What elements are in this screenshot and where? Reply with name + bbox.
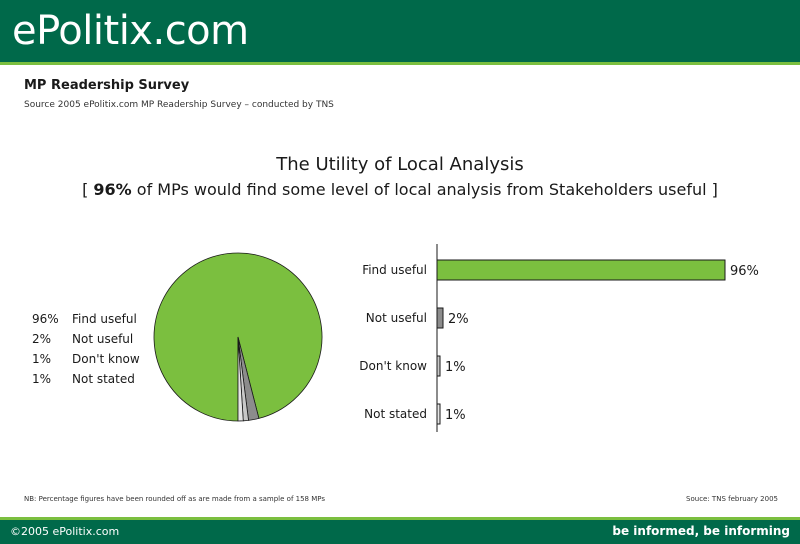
- legend-item: 2% Not useful: [32, 332, 172, 352]
- header-bar: ePolitix.com: [0, 0, 800, 62]
- legend-label: Don't know: [72, 352, 140, 366]
- header-accent-line: [0, 62, 800, 65]
- subtitle-rest: of MPs would find some level of local an…: [131, 180, 718, 199]
- pie-slice-not-stated: [237, 336, 244, 422]
- legend-label: Find useful: [72, 312, 137, 326]
- bar-category-label: Don't know: [359, 359, 427, 373]
- legend-percent: 1%: [32, 352, 52, 366]
- legend-percent: 1%: [32, 372, 52, 386]
- bar-don-t-know: [436, 355, 441, 377]
- legend-percent: 2%: [32, 332, 52, 346]
- legend-label: Not useful: [72, 332, 134, 346]
- bar-value-label: 1%: [445, 408, 466, 423]
- survey-source: Source 2005 ePolitix.com MP Readership S…: [24, 100, 334, 110]
- chart-subtitle: [ 96% of MPs would find some level of lo…: [0, 180, 800, 199]
- subtitle-highlight: 96%: [93, 180, 132, 199]
- legend-label: Not stated: [72, 372, 135, 386]
- footnote-source: Souce: TNS february 2005: [686, 495, 778, 503]
- survey-title: MP Readership Survey: [24, 78, 190, 93]
- footnote-sample: NB: Percentage figures have been rounded…: [24, 495, 326, 503]
- legend-item: 1% Not stated: [32, 372, 172, 392]
- footer-copyright: ©2005 ePolitix.com: [10, 525, 120, 538]
- bar-value-label: 96%: [730, 264, 759, 279]
- legend-item: 1% Don't know: [32, 352, 172, 372]
- brand-logo: ePolitix.com: [12, 8, 249, 54]
- footer-accent-line: [0, 517, 800, 520]
- bar-not-useful: [436, 307, 444, 329]
- bar-value-label: 2%: [448, 312, 469, 327]
- footer-tagline: be informed, be informing: [612, 524, 790, 538]
- bar-value-label: 1%: [445, 360, 466, 375]
- subtitle-open: [: [82, 180, 94, 199]
- pie-legend: 96% Find useful 2% Not useful 1% Don't k…: [32, 312, 172, 392]
- chart-title: The Utility of Local Analysis: [276, 154, 524, 175]
- bar-not-stated: [436, 403, 441, 425]
- legend-percent: 96%: [32, 312, 59, 326]
- footer-bar: ©2005 ePolitix.com be informed, be infor…: [0, 520, 800, 544]
- bar-find-useful: [436, 259, 726, 281]
- bar-category-label: Find useful: [362, 263, 427, 277]
- legend-item: 96% Find useful: [32, 312, 172, 332]
- bar-category-label: Not stated: [364, 407, 427, 421]
- bar-category-label: Not useful: [366, 311, 427, 325]
